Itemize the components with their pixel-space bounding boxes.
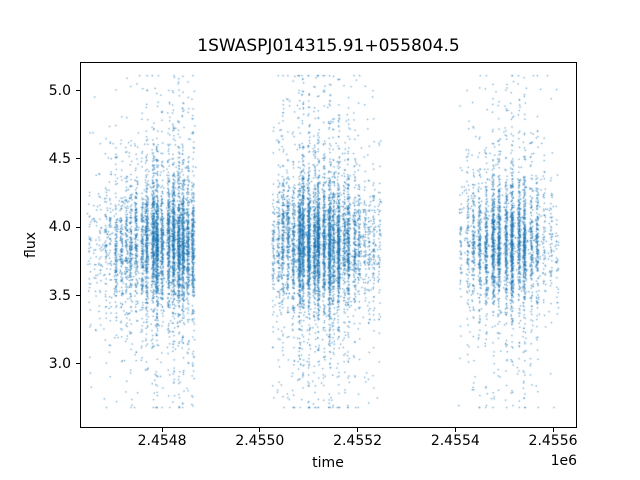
y-tick-mark (76, 90, 80, 92)
y-tick-label: 5.0 (48, 82, 71, 99)
x-axis-offset-text: 1e6 (550, 453, 577, 469)
y-tick-label: 4.0 (48, 219, 71, 236)
y-tick-mark (76, 158, 80, 160)
x-tick-mark (161, 428, 163, 432)
y-tick-label: 3.5 (48, 287, 71, 304)
x-tick-label: 2.4550 (235, 433, 285, 449)
x-tick-label: 2.4548 (137, 433, 187, 449)
x-tick-mark (357, 428, 359, 432)
y-axis-label: flux (23, 232, 39, 258)
x-tick-mark (454, 428, 456, 432)
y-tick-mark (76, 363, 80, 365)
x-tick-label: 2.4552 (333, 433, 383, 449)
y-tick-label: 4.5 (48, 150, 71, 167)
x-tick-label: 2.4556 (528, 433, 578, 449)
y-tick-mark (76, 295, 80, 297)
x-tick-label: 2.4554 (430, 433, 480, 449)
y-tick-mark (76, 226, 80, 228)
x-axis-label: time (312, 455, 344, 471)
y-tick-label: 3.0 (48, 355, 71, 372)
axes-frame (80, 62, 577, 428)
x-tick-mark (552, 428, 554, 432)
x-tick-mark (259, 428, 261, 432)
